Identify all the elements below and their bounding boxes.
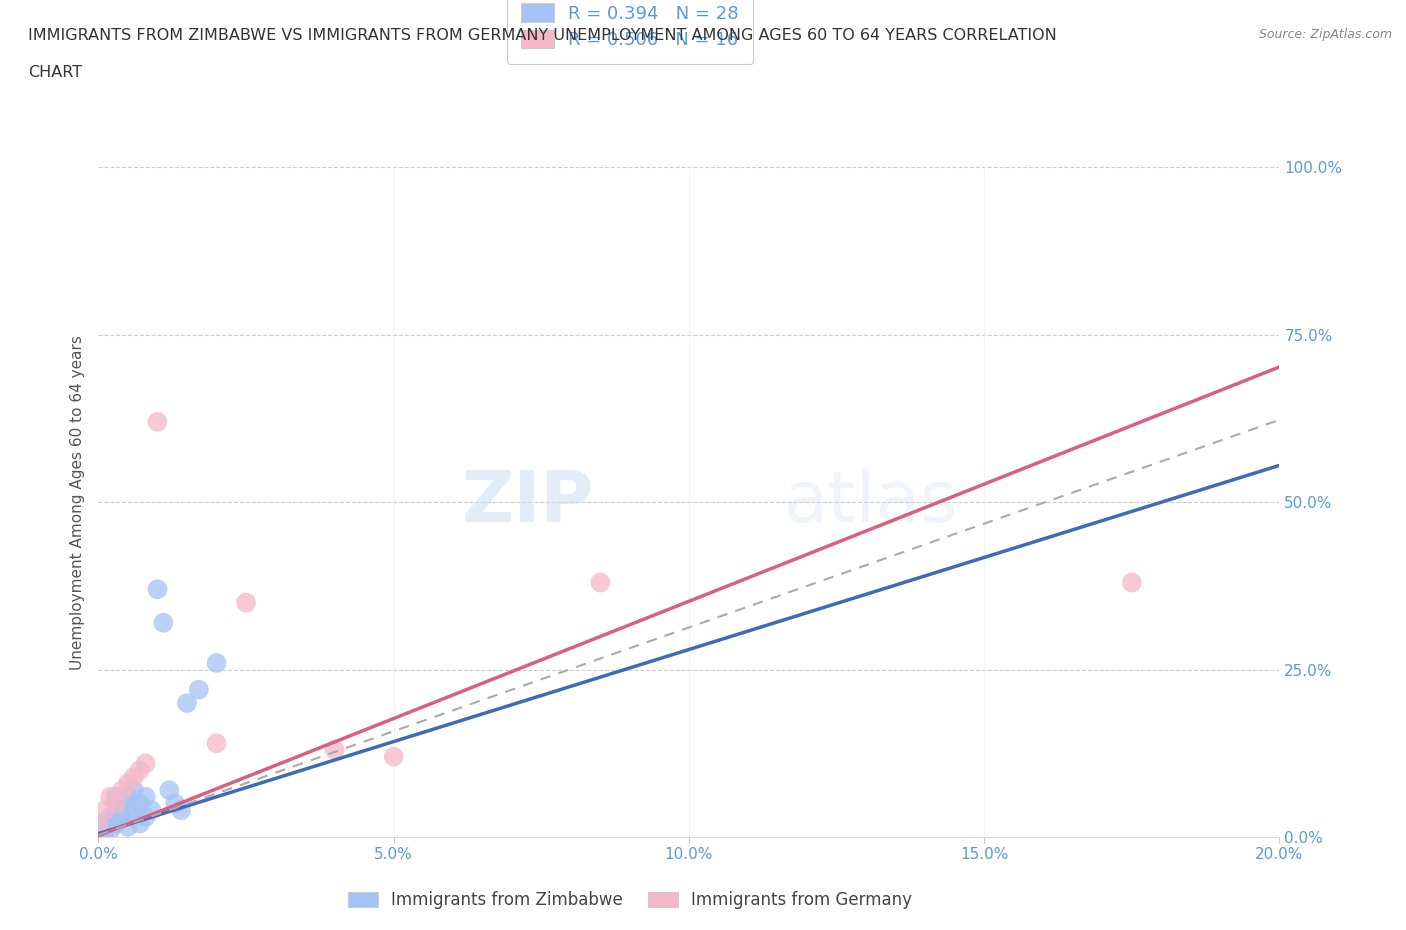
Point [93,803,115,817]
Point [93,826,115,841]
Point [165,796,187,811]
Point [117,806,139,821]
Point [122,783,145,798]
Text: atlas: atlas [783,468,957,537]
Text: CHART: CHART [28,65,82,80]
Point [135,809,157,824]
Point [111,796,134,811]
Text: Source: ZipAtlas.com: Source: ZipAtlas.com [1258,28,1392,41]
Point [128,817,150,831]
Point [122,803,145,817]
Point [111,809,134,824]
Point [152,616,174,631]
Point [135,756,157,771]
Point [105,803,128,817]
Point [1121,575,1143,590]
Point [87,830,110,844]
Point [117,790,139,804]
Point [176,696,198,711]
Point [205,736,228,751]
Point [170,803,193,817]
Point [323,742,346,757]
Point [382,750,405,764]
Text: IMMIGRANTS FROM ZIMBABWE VS IMMIGRANTS FROM GERMANY UNEMPLOYMENT AMONG AGES 60 T: IMMIGRANTS FROM ZIMBABWE VS IMMIGRANTS F… [28,28,1057,43]
Point [98,823,121,838]
Point [111,783,134,798]
Point [117,819,139,834]
Point [117,776,139,790]
Point [157,783,180,798]
Point [141,803,163,817]
Point [146,415,169,430]
Point [93,817,115,831]
Point [105,817,128,831]
Point [87,817,110,831]
Point [187,683,209,698]
Point [105,796,128,811]
Point [128,796,150,811]
Text: ZIP: ZIP [463,468,595,537]
Legend: Immigrants from Zimbabwe, Immigrants from Germany: Immigrants from Zimbabwe, Immigrants fro… [342,884,918,916]
Point [105,790,128,804]
Point [135,790,157,804]
Point [122,769,145,784]
Point [589,575,612,590]
Point [235,595,257,610]
Y-axis label: Unemployment Among Ages 60 to 64 years: Unemployment Among Ages 60 to 64 years [69,335,84,670]
Point [146,582,169,597]
Point [98,809,121,824]
Point [128,763,150,777]
Point [205,656,228,671]
Point [98,790,121,804]
